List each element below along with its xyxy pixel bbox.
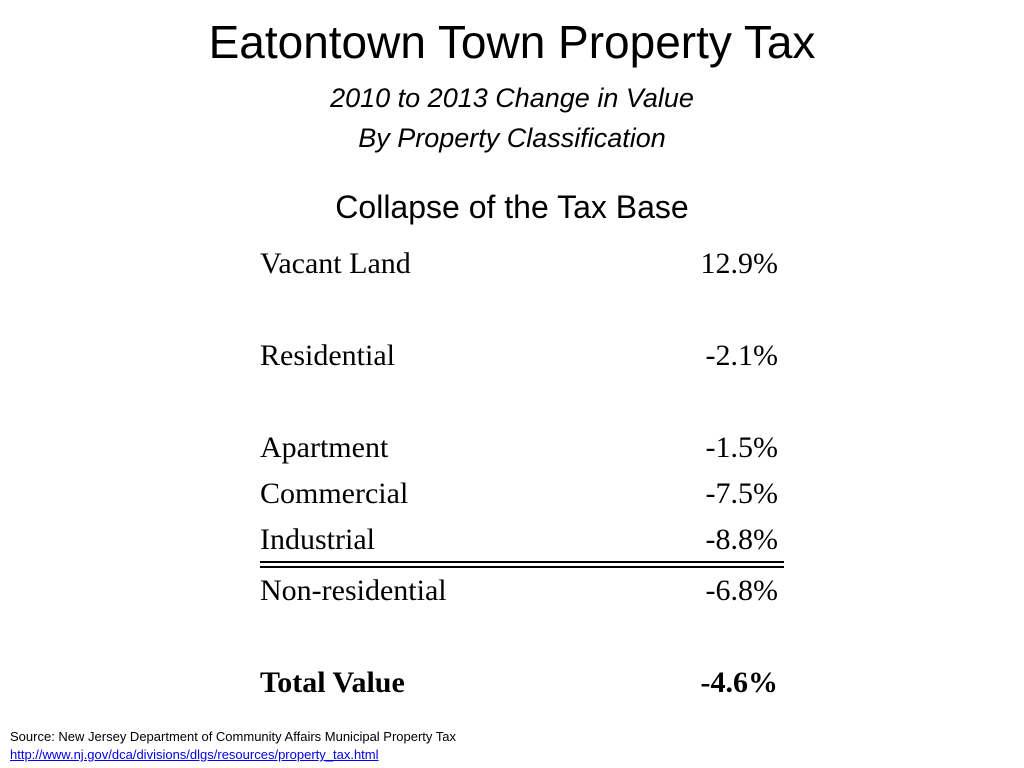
- source-link[interactable]: http://www.nj.gov/dca/divisions/dlgs/res…: [10, 747, 379, 762]
- row-value: -2.1%: [705, 339, 778, 372]
- slide-subtitle-line-1: 2010 to 2013 Change in Value: [330, 83, 694, 113]
- row-value: -4.6%: [700, 666, 779, 699]
- slide-subtitle-line-2: By Property Classification: [358, 123, 666, 153]
- row-value: -6.8%: [705, 574, 778, 607]
- source-citation: Source: New Jersey Department of Communi…: [10, 729, 457, 744]
- double-rule-bottom: [260, 566, 784, 568]
- row-value: -7.5%: [705, 477, 778, 510]
- row-value: 12.9%: [700, 247, 779, 280]
- slide-title: Eatontown Town Property Tax: [208, 16, 816, 68]
- row-label: Vacant Land: [260, 247, 411, 280]
- double-rule-top: [260, 561, 784, 563]
- row-value: -1.5%: [705, 431, 778, 464]
- section-heading: Collapse of the Tax Base: [335, 189, 689, 225]
- row-label: Industrial: [260, 523, 375, 556]
- row-label: Apartment: [260, 431, 389, 464]
- row-label: Commercial: [260, 477, 409, 510]
- row-label: Residential: [260, 339, 395, 372]
- row-value: -8.8%: [705, 523, 778, 556]
- row-label: Total Value: [260, 666, 405, 699]
- tax-change-table: Vacant Land 12.9% Residential -2.1% Apar…: [260, 0, 784, 768]
- row-label: Non-residential: [260, 574, 447, 607]
